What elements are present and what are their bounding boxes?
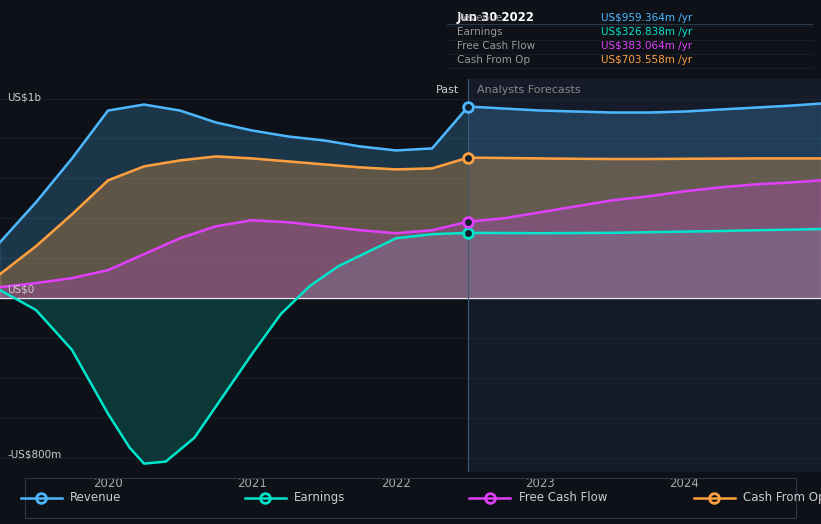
Text: US$0: US$0 [7,284,34,294]
Text: US$1b: US$1b [7,93,41,103]
Text: Past: Past [436,84,460,95]
Text: Cash From Op: Cash From Op [456,56,530,66]
Text: Revenue: Revenue [456,13,502,23]
Text: -US$800m: -US$800m [7,450,62,460]
Text: US$383.064m /yr: US$383.064m /yr [601,41,692,51]
Text: Free Cash Flow: Free Cash Flow [456,41,534,51]
Text: Earnings: Earnings [294,492,346,504]
Text: Cash From Op: Cash From Op [743,492,821,504]
Text: Revenue: Revenue [70,492,122,504]
Text: Earnings: Earnings [456,27,502,37]
Text: US$959.364m /yr: US$959.364m /yr [601,13,692,23]
Text: Analysts Forecasts: Analysts Forecasts [477,84,580,95]
Text: Free Cash Flow: Free Cash Flow [519,492,607,504]
Text: Jun 30 2022: Jun 30 2022 [456,11,534,24]
Text: US$326.838m /yr: US$326.838m /yr [601,27,692,37]
Bar [468,79,821,472]
Text: US$703.558m /yr: US$703.558m /yr [601,56,692,66]
